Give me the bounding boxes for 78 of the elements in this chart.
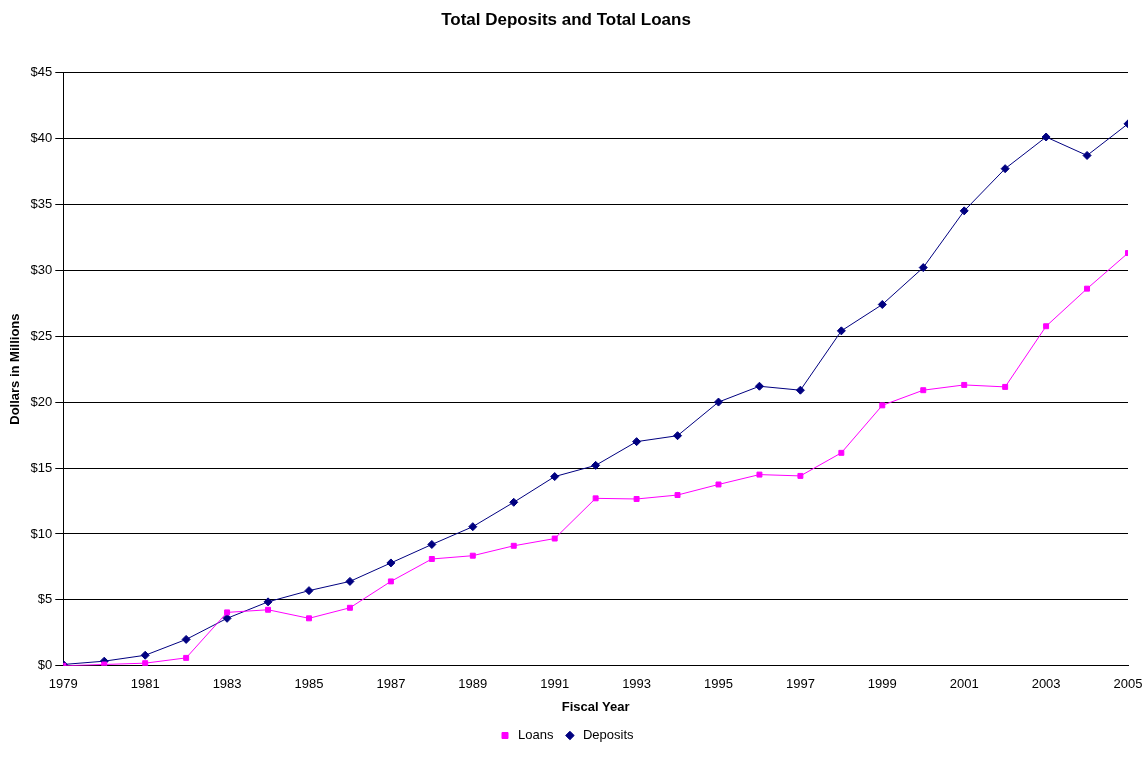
point bbox=[551, 535, 558, 542]
point bbox=[1000, 164, 1010, 174]
point bbox=[877, 299, 887, 309]
point bbox=[345, 576, 355, 586]
x-axis-title: Fiscal Year bbox=[561, 698, 630, 714]
point bbox=[1043, 323, 1050, 330]
x-tick-label: 1997 bbox=[785, 676, 815, 692]
point bbox=[920, 387, 927, 394]
point bbox=[754, 381, 764, 391]
x-tick-label: 1985 bbox=[294, 676, 324, 692]
point bbox=[633, 496, 640, 502]
chart-title: Total Deposits and Total Loans bbox=[441, 9, 691, 29]
point bbox=[961, 381, 968, 388]
x-tick-label: 1981 bbox=[130, 676, 160, 692]
legend-label: Loans bbox=[518, 727, 554, 743]
point bbox=[959, 206, 969, 216]
point bbox=[673, 431, 683, 441]
y-tick-label: $30 bbox=[30, 261, 53, 277]
point bbox=[1041, 132, 1051, 142]
point bbox=[879, 402, 886, 409]
point bbox=[510, 542, 517, 549]
point bbox=[263, 597, 273, 607]
y-tick-label: $45 bbox=[30, 63, 53, 79]
point bbox=[591, 460, 601, 470]
y-tick-label: $20 bbox=[30, 393, 53, 409]
x-tick-label: 1999 bbox=[867, 676, 897, 692]
point bbox=[918, 263, 928, 273]
point bbox=[509, 497, 519, 507]
point bbox=[550, 472, 560, 482]
point bbox=[674, 492, 681, 499]
point bbox=[181, 634, 191, 644]
point bbox=[836, 326, 846, 336]
legend-label: Deposits bbox=[582, 727, 634, 743]
point bbox=[306, 615, 312, 622]
point bbox=[346, 604, 353, 611]
point bbox=[222, 613, 232, 623]
point bbox=[592, 495, 599, 502]
point bbox=[632, 437, 642, 447]
y-axis-title: Dollars in Millions bbox=[7, 313, 23, 425]
x-tick-label: 1983 bbox=[212, 676, 242, 692]
y-tick-label: $25 bbox=[30, 327, 53, 343]
point bbox=[142, 660, 149, 666]
point bbox=[468, 522, 478, 532]
y-tick-label: $10 bbox=[30, 525, 53, 541]
x-tick-label: 1991 bbox=[540, 676, 570, 692]
point bbox=[265, 606, 272, 613]
point bbox=[386, 558, 396, 568]
point bbox=[304, 586, 314, 596]
point bbox=[101, 661, 108, 666]
y-tick-label: $40 bbox=[30, 129, 53, 145]
point bbox=[756, 471, 763, 478]
point bbox=[427, 539, 437, 549]
point bbox=[224, 609, 231, 616]
x-tick-label: 1989 bbox=[458, 676, 488, 692]
x-tick-label: 1987 bbox=[376, 676, 406, 692]
y-tick-label: $35 bbox=[30, 195, 53, 211]
point bbox=[715, 481, 722, 488]
point bbox=[428, 556, 435, 562]
point bbox=[795, 385, 805, 395]
point bbox=[1002, 383, 1009, 390]
point bbox=[838, 449, 845, 456]
x-tick-label: 1995 bbox=[704, 676, 733, 692]
point bbox=[714, 397, 723, 407]
y-tick-label: $5 bbox=[37, 591, 53, 607]
point bbox=[469, 552, 476, 559]
x-tick-label: 2005 bbox=[1113, 676, 1143, 692]
y-tick-label: $15 bbox=[30, 459, 53, 475]
y-tick-label: $0 bbox=[37, 657, 53, 673]
point bbox=[797, 472, 804, 479]
point bbox=[387, 578, 394, 585]
x-tick-label: 1993 bbox=[622, 676, 652, 692]
x-tick-label: 2003 bbox=[1031, 676, 1061, 692]
x-tick-label: 2001 bbox=[949, 676, 979, 692]
x-tick-label: 1979 bbox=[48, 676, 78, 692]
point bbox=[140, 650, 150, 660]
point bbox=[1084, 285, 1091, 292]
point bbox=[183, 654, 190, 661]
point bbox=[1082, 150, 1092, 160]
